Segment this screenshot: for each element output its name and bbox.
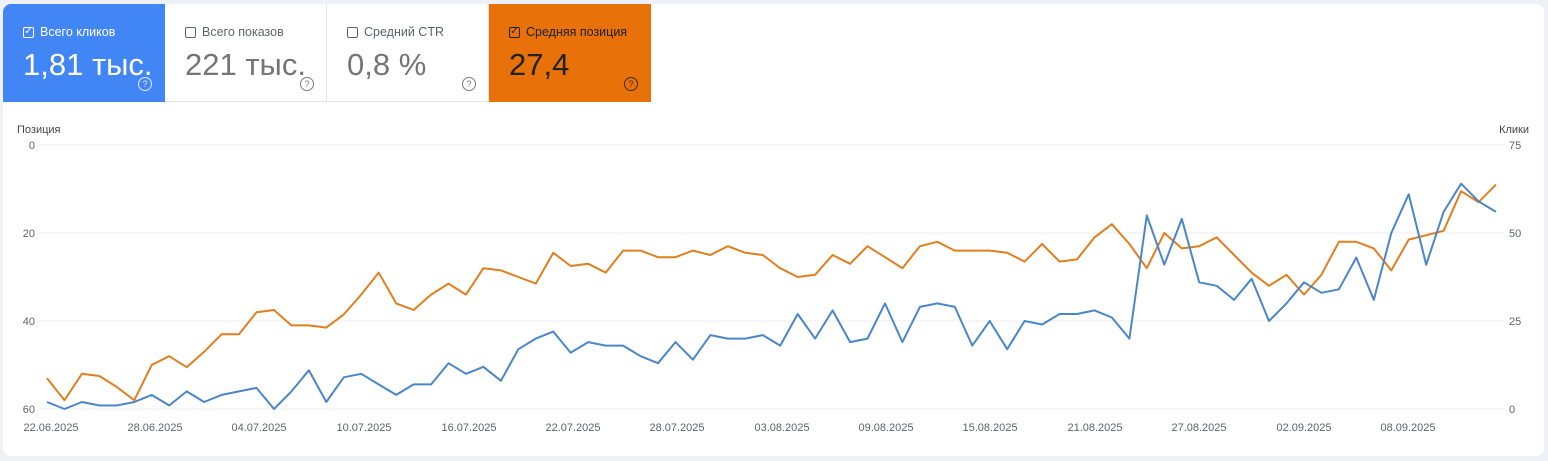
right-tick-label: 25 <box>1509 316 1521 328</box>
x-tick-label: 10.07.2025 <box>336 422 391 434</box>
clicks-line <box>46 182 1497 410</box>
metric-label: Средняя позиция <box>526 25 628 39</box>
x-tick-label: 28.06.2025 <box>127 422 182 434</box>
right-axis-title: Клики <box>1499 124 1529 136</box>
right-tick-label: 0 <box>1509 404 1515 416</box>
performance-panel: ✓ Всего кликов 1,81 тыс. ? Всего показов … <box>3 4 1544 456</box>
x-tick-label: 02.09.2025 <box>1276 422 1331 434</box>
x-tick-label: 22.06.2025 <box>23 422 78 434</box>
left-tick-label: 0 <box>29 140 35 152</box>
x-tick-label: 08.09.2025 <box>1380 422 1435 434</box>
series-lines <box>46 182 1497 410</box>
x-tick-label: 04.07.2025 <box>231 422 286 434</box>
help-icon[interactable]: ? <box>624 77 638 91</box>
position-line <box>46 183 1497 402</box>
help-icon[interactable]: ? <box>300 77 314 91</box>
help-icon[interactable]: ? <box>138 77 152 91</box>
metric-card-position[interactable]: ✓ Средняя позиция 27,4 ? <box>489 4 651 102</box>
x-tick-label: 22.07.2025 <box>545 422 600 434</box>
x-tick-label: 21.08.2025 <box>1067 422 1122 434</box>
metric-card-impressions[interactable]: Всего показов 221 тыс. ? <box>165 4 327 102</box>
x-axis-ticks: 22.06.2025 28.06.2025 04.07.2025 10.07.2025… <box>23 422 1435 434</box>
metric-cards: ✓ Всего кликов 1,81 тыс. ? Всего показов … <box>3 4 651 102</box>
metric-value: 27,4 <box>509 47 570 82</box>
metric-value: 0,8 % <box>347 47 427 82</box>
checkbox-icon[interactable]: ✓ <box>23 26 34 38</box>
left-tick-label: 20 <box>23 228 35 240</box>
right-axis-ticks: 75 50 25 0 <box>1509 140 1521 416</box>
grid-lines <box>39 144 1504 410</box>
metric-card-ctr[interactable]: Средний CTR 0,8 % ? <box>327 4 489 102</box>
performance-chart: Позиция Клики 0 20 40 60 75 50 25 0 22.06.2025… <box>17 124 1529 434</box>
metric-card-clicks[interactable]: ✓ Всего кликов 1,81 тыс. ? <box>3 4 165 102</box>
x-tick-label: 16.07.2025 <box>441 422 496 434</box>
left-axis-ticks: 0 20 40 60 <box>23 140 35 416</box>
x-tick-label: 27.08.2025 <box>1171 422 1226 434</box>
left-axis-title: Позиция <box>17 124 61 136</box>
metric-label: Всего показов <box>202 25 284 39</box>
right-tick-label: 75 <box>1509 140 1521 152</box>
metric-label: Средний CTR <box>364 25 444 39</box>
left-tick-label: 40 <box>23 316 35 328</box>
left-tick-label: 60 <box>23 404 35 416</box>
metric-value: 1,81 тыс. <box>23 47 153 82</box>
x-tick-label: 03.08.2025 <box>754 422 809 434</box>
metric-label: Всего кликов <box>40 25 116 39</box>
metric-value: 221 тыс. <box>185 47 306 82</box>
checkbox-icon[interactable]: ✓ <box>509 26 520 38</box>
x-tick-label: 15.08.2025 <box>962 422 1017 434</box>
x-tick-label: 09.08.2025 <box>858 422 913 434</box>
checkbox-icon[interactable] <box>185 26 196 38</box>
right-tick-label: 50 <box>1509 228 1521 240</box>
x-tick-label: 28.07.2025 <box>649 422 704 434</box>
checkbox-icon[interactable] <box>347 26 358 38</box>
help-icon[interactable]: ? <box>462 77 476 91</box>
